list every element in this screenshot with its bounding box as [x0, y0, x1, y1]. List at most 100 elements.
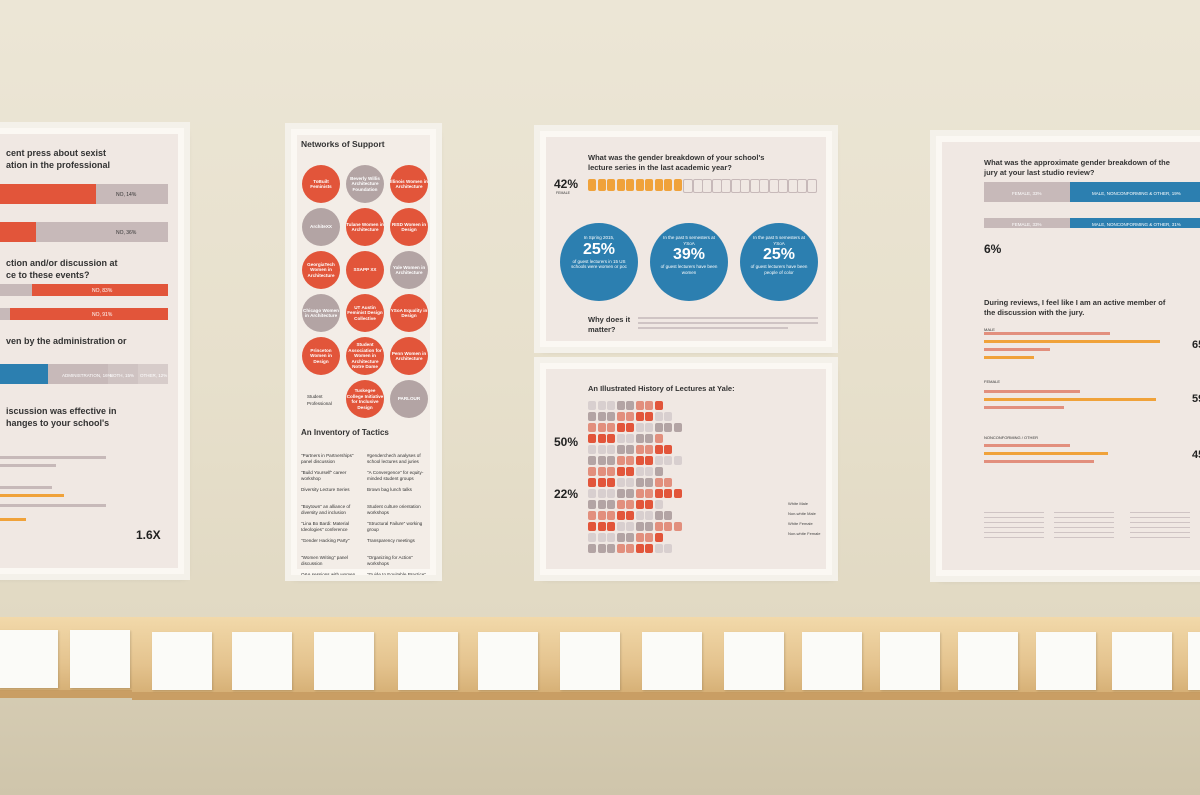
hexagon: [645, 500, 653, 509]
bar-grey: [984, 218, 1070, 228]
hexagon: [635, 467, 644, 476]
tactics-right-list: #genderchech analyses of school lectures…: [367, 453, 429, 575]
bar-grey: [0, 486, 52, 489]
circle-9: Chicago Women in Architecture: [302, 294, 340, 332]
bar-orange: [984, 398, 1156, 401]
hexagon: [673, 489, 682, 498]
hexagon: [597, 434, 606, 443]
hexagon: [626, 412, 634, 421]
hexagon: [588, 445, 596, 454]
hexagon: [683, 179, 693, 193]
hexagon: [616, 511, 625, 520]
text-block: [1130, 512, 1190, 542]
p3-why-1: Why does it: [588, 315, 631, 324]
hexagon: [626, 179, 634, 191]
bar-pink: [984, 460, 1094, 463]
hexagon: [616, 533, 625, 542]
poster-sexism-survey: cent press about sexist ation in the pro…: [0, 128, 184, 574]
hexagon: [635, 478, 644, 487]
bar-label-4: NO, 91%: [92, 312, 113, 318]
circle-17: PARLOUR: [390, 380, 428, 418]
hexagon: [635, 500, 644, 509]
placard-card: [1112, 632, 1172, 690]
bar-blue: [1070, 182, 1200, 202]
legend-entry: Non-white Male: [788, 511, 816, 516]
p5-bar2-blue: MALE, NONCONFORMING & OTHER, 31%: [1092, 222, 1181, 227]
c3-bottom: of guest lecturers have been people of c…: [750, 264, 808, 275]
hexagon: [645, 478, 653, 487]
hexagon: [654, 412, 663, 421]
tactic-item: Q&A sessions with women architects: [301, 572, 356, 575]
bar-blue: [0, 364, 48, 384]
c1-bottom: of guest lecturers in 15 US schools were…: [571, 258, 627, 270]
bar-label-1: NO, 14%: [116, 192, 137, 198]
poster-inner: What was the gender breakdown of your sc…: [546, 137, 826, 341]
bar-label-3: NO, 83%: [92, 288, 113, 294]
hexagon: [749, 179, 760, 193]
hexagon: [616, 434, 625, 443]
hexagon: [645, 445, 653, 454]
circle-0: ToBuilt Feminists: [302, 165, 340, 203]
hexagon: [616, 412, 625, 421]
hexagon: [626, 500, 634, 509]
circle-stat-1: In Spring 2015, 25% of guest lecturers i…: [560, 223, 638, 301]
hexagon: [626, 489, 634, 498]
bar-label-2: NO, 36%: [116, 230, 137, 236]
hexagon: [645, 544, 653, 553]
text-line: [638, 317, 818, 319]
p3-title-1: What was the gender breakdown of your sc…: [588, 153, 765, 162]
hexagon: [597, 544, 606, 553]
hexagon: [588, 179, 596, 191]
circle-stat-3: In the past 5 semesters at YSoA 25% of g…: [740, 223, 818, 301]
hexagon: [645, 401, 653, 410]
hexagon: [787, 179, 798, 193]
p5-title-1: What was the approximate gender breakdow…: [984, 158, 1170, 167]
legend-professional: Professional: [307, 401, 332, 406]
hexagon: [654, 544, 663, 553]
hexagon: [797, 179, 807, 193]
poster-history-of-lectures: An Illustrated History of Lectures at Ya…: [540, 363, 832, 575]
hexagon: [654, 511, 663, 520]
tactic-item: "Organizing for Action" workshops: [367, 555, 413, 566]
c1-top: In Spring 2015,: [583, 235, 615, 240]
hexagon: [635, 544, 644, 553]
text-block: [1054, 512, 1114, 542]
hexagon: [645, 434, 653, 443]
hexagon: [616, 544, 625, 553]
tactic-item: "Boytown" an alliance of diversity and i…: [301, 504, 351, 515]
hexagon: [616, 467, 625, 476]
hexagon: [588, 456, 596, 465]
bar-grey: [108, 364, 138, 384]
bar-red: [0, 184, 96, 204]
hexagon: [597, 489, 606, 498]
hexagon: [597, 522, 606, 531]
hexagon: [626, 467, 634, 476]
placard-card: [152, 632, 212, 690]
hexagon: [588, 500, 596, 509]
hexagon: [616, 478, 625, 487]
bar-grey: [36, 222, 168, 242]
history-legend: White Male Non-white Male White Female Non-…: [788, 501, 828, 541]
text-block: [984, 512, 1044, 542]
hexagon: [664, 423, 672, 432]
hexagon: [654, 456, 663, 465]
hexagon: [588, 434, 596, 443]
hexagon: [654, 533, 663, 542]
placard-card: [478, 632, 538, 690]
hexagon: [673, 423, 682, 432]
hexagon: [664, 489, 672, 498]
hexagon: [588, 401, 596, 410]
bar-label-6: BOTH, 15%: [110, 373, 135, 378]
placard-card: [1188, 632, 1200, 690]
hexagon: [654, 423, 663, 432]
hexagon: [588, 544, 596, 553]
bar-grey: [96, 184, 168, 204]
hexagon: [588, 533, 596, 542]
bar-pink: [984, 444, 1070, 447]
bar-label-5: ADMINISTRATION, 16%: [62, 373, 112, 378]
hexagon: [588, 467, 596, 476]
hexagon: [588, 511, 596, 520]
bar-grey: [138, 364, 168, 384]
circle-6: GeorgiaTech Women in Architecture: [302, 251, 340, 289]
p5-pct-3: 45: [1192, 449, 1200, 461]
